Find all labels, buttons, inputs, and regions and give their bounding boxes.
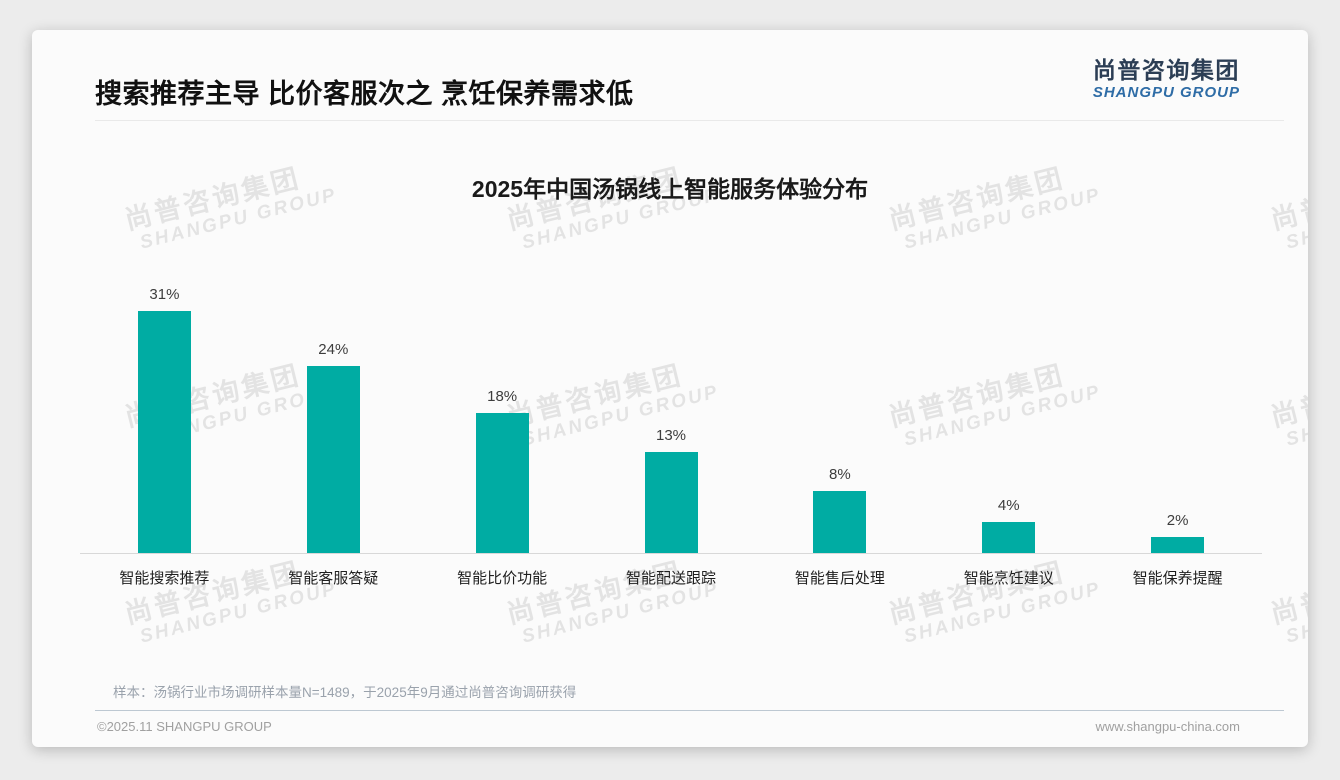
- bar-chart-plot-area: 31% 24% 18% 13% 8% 4% 2%: [80, 270, 1262, 553]
- watermark-text-en: SHANGPU GROUP: [1283, 578, 1308, 648]
- page-title: 搜索推荐主导 比价客服次之 烹饪保养需求低: [95, 79, 634, 109]
- bar: [475, 413, 529, 553]
- watermark-text-cn: 尚普咨询集团: [1267, 359, 1308, 433]
- chart-title: 2025年中国汤锅线上智能服务体验分布: [471, 176, 869, 202]
- bar-value-label: 13%: [655, 427, 687, 444]
- x-axis-line: [80, 553, 1262, 554]
- brand-logo-english: SHANGPU GROUP: [1092, 84, 1240, 101]
- title-divider: [95, 120, 1284, 121]
- bar: [982, 522, 1036, 553]
- bar-value-label: 4%: [997, 497, 1020, 514]
- bar-value-label: 24%: [318, 341, 349, 358]
- watermark-text-cn: 尚普咨询集团: [121, 556, 304, 630]
- bar-column: 31%: [80, 286, 249, 553]
- bar: [644, 452, 698, 553]
- watermark-text-cn: 尚普咨询集团: [885, 556, 1068, 630]
- category-label: 智能保养提醒: [1132, 570, 1223, 587]
- category-label: 智能搜索推荐: [119, 570, 210, 587]
- bar-value-label: 18%: [487, 388, 518, 405]
- category-label: 智能配送跟踪: [626, 570, 717, 587]
- bar-column: 13%: [587, 427, 756, 553]
- category-label: 智能客服答疑: [288, 570, 379, 587]
- bar-column: 2%: [1093, 512, 1262, 553]
- category-label: 智能售后处理: [794, 570, 885, 587]
- brand-logo: 尚普咨询集团 SHANGPU GROUP: [1093, 56, 1240, 102]
- footer-website-url: www.shangpu-china.com: [1095, 719, 1240, 734]
- slide-card: 尚普咨询集团 SHANGPU GROUP 尚普咨询集团 SHANGPU GROUP 尚普…: [32, 30, 1308, 747]
- bar: [137, 311, 191, 553]
- watermark-text-en: SHANGPU GROUP: [1283, 381, 1308, 451]
- sample-footnote: 样本：汤锅行业市场调研样本量N=1489，于2025年9月通过尚普咨询调研获得: [113, 685, 577, 700]
- footer-copyright: ©2025.11 SHANGPU GROUP: [97, 719, 272, 734]
- category-label: 智能比价功能: [457, 570, 548, 587]
- watermark-text-cn: 尚普咨询集团: [503, 556, 686, 630]
- bar-value-label: 31%: [149, 286, 180, 303]
- bar-value-label: 2%: [1166, 512, 1189, 529]
- bar-column: 24%: [249, 341, 418, 553]
- x-axis-category-labels: 智能搜索推荐 智能客服答疑 智能比价功能 智能配送跟踪 智能售后处理 智能烹饪建议 智能保养…: [80, 569, 1262, 589]
- bar-value-label: 8%: [829, 466, 851, 483]
- bar-column: 8%: [755, 466, 924, 553]
- watermark-text-cn: 尚普咨询集团: [1267, 556, 1308, 630]
- footer-divider: [95, 710, 1284, 711]
- bar: [306, 366, 360, 553]
- category-label: 智能烹饪建议: [963, 570, 1054, 587]
- bar: [1151, 537, 1205, 553]
- bar: [813, 491, 867, 553]
- brand-logo-chinese: 尚普咨询集团: [1092, 57, 1240, 83]
- bar-column: 18%: [418, 388, 587, 553]
- bar-column: 4%: [924, 497, 1093, 553]
